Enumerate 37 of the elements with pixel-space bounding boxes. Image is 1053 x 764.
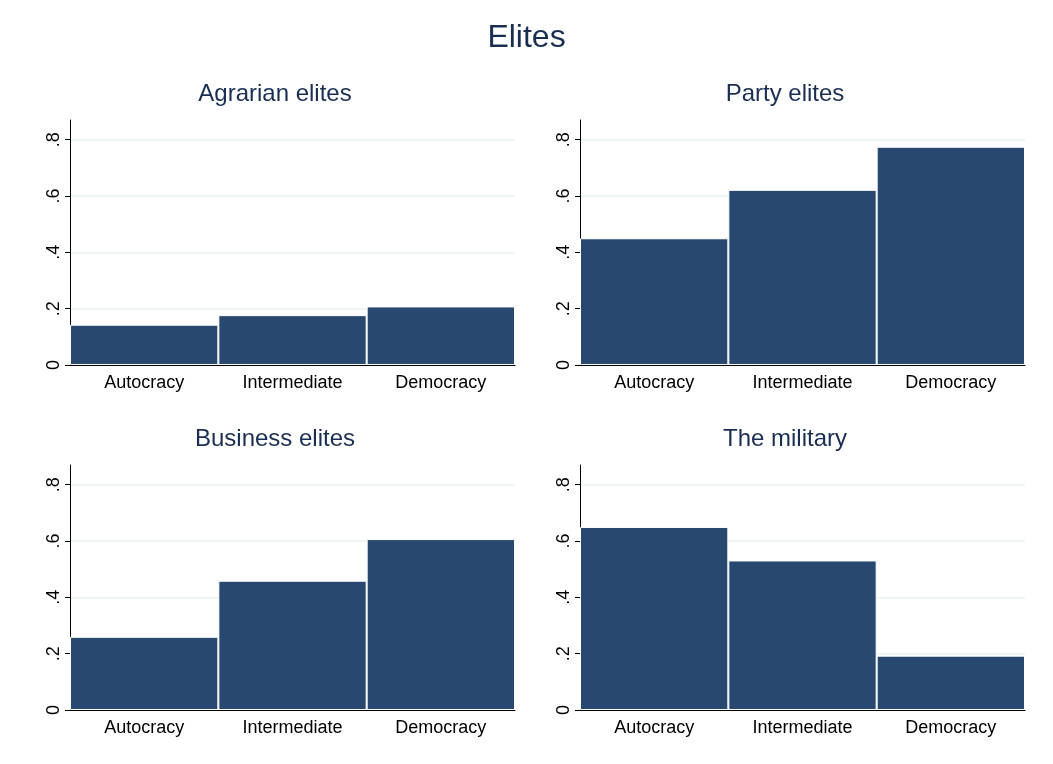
chart-title: Business elites — [194, 423, 356, 451]
y-tick-label: .8 — [553, 477, 573, 493]
y-tick-label: .8 — [43, 477, 63, 493]
x-tick-label: Autocracy — [104, 372, 185, 392]
y-tick-label: 0 — [553, 359, 573, 371]
y-tick-label: .8 — [553, 132, 573, 148]
y-tick-label: .4 — [553, 244, 573, 260]
y-tick-label: .4 — [553, 589, 573, 605]
y-tick-label: .6 — [43, 533, 63, 549]
chart-title: Party elites — [725, 78, 845, 106]
y-tick-label: .4 — [43, 244, 63, 260]
y-tick-label: .6 — [553, 188, 573, 204]
x-tick-label: Democracy — [905, 372, 997, 392]
y-tick-label: 0 — [43, 359, 63, 371]
x-tick-label: Autocracy — [614, 372, 695, 392]
y-tick-label: .2 — [553, 301, 573, 317]
x-tick-label: Democracy — [395, 717, 487, 737]
x-tick-label: Intermediate — [752, 372, 853, 392]
y-tick-label: .2 — [43, 301, 63, 317]
y-tick-label: .2 — [553, 646, 573, 662]
y-tick-label: .8 — [43, 132, 63, 148]
x-tick-label: Autocracy — [614, 717, 695, 737]
y-tick-label: .2 — [43, 646, 63, 662]
y-tick-label: .6 — [553, 533, 573, 549]
y-tick-label: 0 — [553, 704, 573, 716]
x-tick-label: Intermediate — [242, 717, 343, 737]
y-tick-label: .4 — [43, 589, 63, 605]
chart-title: Agrarian elites — [198, 78, 352, 106]
x-tick-label: Autocracy — [104, 717, 185, 737]
text: Elites — [486, 18, 567, 55]
x-tick-label: Democracy — [905, 717, 997, 737]
x-tick-label: Democracy — [395, 372, 487, 392]
chart-title: The military — [722, 423, 848, 451]
y-tick-label: 0 — [43, 704, 63, 716]
y-tick-label: .6 — [43, 188, 63, 204]
x-tick-label: Intermediate — [242, 372, 343, 392]
x-tick-label: Intermediate — [752, 717, 853, 737]
